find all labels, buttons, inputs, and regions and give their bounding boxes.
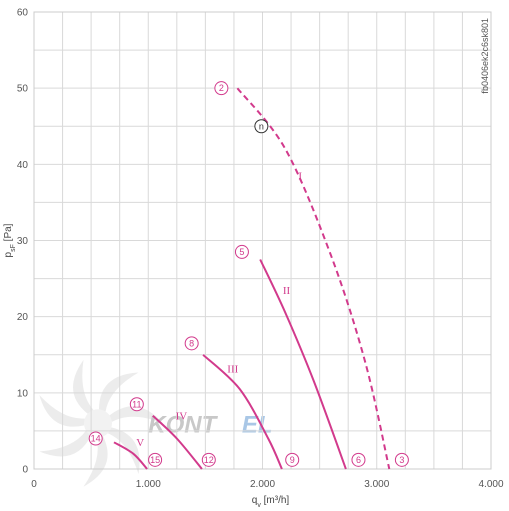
y-tick-label: 30 [17,236,29,247]
point-label-text: 11 [132,399,141,409]
point-label-circle [184,336,199,351]
watermark-blade [83,436,108,487]
x-tick-label: 2.000 [250,479,275,490]
curve-label-v: V [136,437,144,449]
point-label-text: 2 [219,83,224,93]
curve-iv [152,414,203,470]
point-label-circle [148,452,163,467]
watermark-blade [73,359,94,414]
watermark-text-b: EL [242,411,273,438]
fan-logo-watermark [39,359,163,487]
operating-point: n [254,119,269,134]
x-tick-label: 1.000 [136,479,161,490]
watermark-blade [109,406,163,424]
x-tick-label: 0 [31,479,37,490]
curve-label-ii: II [283,285,291,297]
x-axis-ticks: 0 1.000 2.000 3.000 4.000 [31,479,504,490]
point-label-15: 15 [148,452,163,467]
point-label-text: 5 [239,247,244,257]
point-label-text: 9 [290,455,295,465]
watermark-blade [39,430,91,457]
point-label-9: 9 [285,452,300,467]
point-label-text: 12 [204,455,214,465]
point-label-14: 14 [88,431,103,446]
fan-curves [113,87,391,470]
point-label-text: 6 [356,455,361,465]
watermark: KONT EL [39,359,273,487]
curve-ii [259,259,347,470]
point-label-circle [214,81,229,96]
point-label-circle [394,452,409,467]
watermark-blade [39,395,85,427]
point-label-circle [129,397,144,412]
plot-frame [33,11,492,470]
point-label-circle [234,244,249,259]
curve-iii [202,354,283,470]
operating-point-label: n [259,121,264,131]
y-tick-label: 50 [17,84,29,95]
y-tick-label: 0 [22,465,28,476]
x-tick-label: 3.000 [364,479,389,490]
point-label-11: 11 [129,397,144,412]
point-label-2: 2 [214,81,229,96]
y-axis-label: psF [Pa] [3,223,17,257]
point-labels: 2 3 5 6 8 9 11 12 14 15 [88,81,409,467]
point-label-circle [285,452,300,467]
point-label-circle [351,452,366,467]
point-label-5: 5 [234,244,249,259]
y-axis-ticks: 0 10 20 30 40 50 60 [17,8,29,476]
x-tick-label: 4.000 [478,479,503,490]
curve-v [113,441,148,470]
watermark-blade [99,372,139,412]
y-tick-label: 60 [17,8,29,19]
point-label-text: 3 [399,455,404,465]
point-label-circle [88,431,103,446]
y-tick-label: 40 [17,160,29,171]
y-tick-label: 20 [17,312,29,323]
point-label-8: 8 [184,336,199,351]
curve-i [236,87,391,470]
x-axis-label: qv [m³/h] [252,495,290,509]
point-label-text: 8 [189,338,194,348]
operating-point-circle [254,119,269,134]
point-label-text: 14 [91,434,101,444]
point-label-3: 3 [394,452,409,467]
curve-label-i: I [298,171,302,183]
curve-label-iii: III [227,363,238,375]
product-code: fb0406ek2c6sk801 [480,18,490,94]
point-label-12: 12 [201,452,216,467]
point-label-6: 6 [351,452,366,467]
y-tick-label: 10 [17,388,29,399]
watermark-blade [107,427,140,475]
watermark-text-a: KONT [148,411,218,438]
point-label-circle [201,452,216,467]
curve-label-iv: IV [176,410,188,422]
plot-border [33,11,492,470]
point-label-text: 15 [150,455,160,465]
